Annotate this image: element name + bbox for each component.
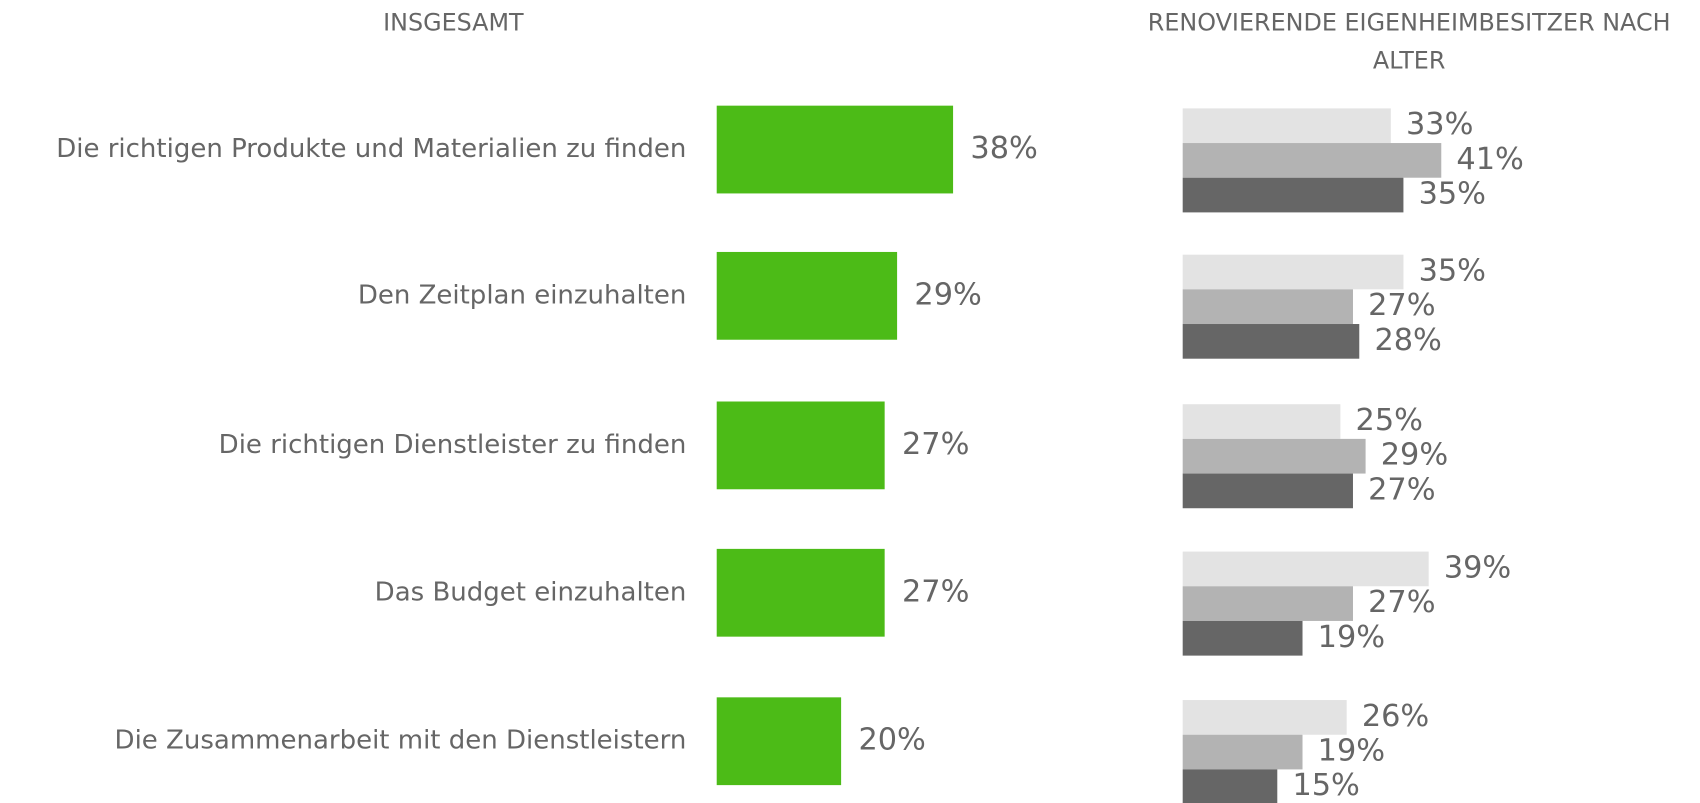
value-label: 38% [970, 131, 1037, 166]
value-label: 15% [1292, 768, 1359, 803]
bar [1182, 700, 1347, 735]
bar [1182, 177, 1404, 213]
bar [1182, 473, 1353, 509]
bar [1182, 324, 1360, 359]
value-label: 20% [858, 723, 925, 758]
value-label: 35% [1419, 254, 1486, 289]
value-label: 39% [1444, 550, 1511, 585]
bar [1182, 438, 1366, 474]
value-label: 41% [1456, 142, 1523, 177]
bar [1182, 551, 1429, 587]
value-label: 19% [1318, 734, 1385, 769]
bar [1182, 586, 1353, 621]
bar [1182, 143, 1442, 178]
value-label: 27% [1368, 585, 1435, 620]
bar [1182, 620, 1303, 656]
value-label: 19% [1318, 620, 1385, 655]
value-label: 26% [1362, 699, 1429, 734]
bar [716, 548, 885, 637]
category-label: Den Zeitplan einzuhalten [358, 280, 687, 310]
value-label: 29% [914, 277, 981, 312]
category-label: Das Budget einzuhalten [375, 577, 687, 607]
bar [716, 251, 898, 340]
bar [1182, 108, 1391, 144]
value-label: 25% [1356, 403, 1423, 438]
bar [1182, 254, 1404, 290]
value-label: 29% [1381, 438, 1448, 473]
category-label: Die richtigen Dienstleister zu finden [219, 430, 687, 460]
category-label: Die richtigen Produkte und Materialien z… [56, 134, 686, 164]
value-label: 35% [1419, 177, 1486, 212]
bar [1182, 289, 1353, 325]
bar [716, 697, 842, 786]
bar [716, 401, 885, 490]
value-label: 28% [1374, 323, 1441, 358]
value-label: 27% [902, 427, 969, 462]
bar [1182, 734, 1303, 770]
chart-title-box: RENOVIERENDE EIGENHEIMBESITZER NACH ALTE… [1147, 9, 1671, 75]
category-label: Die Zusammenarbeit mit den Dienstleister… [115, 726, 687, 756]
value-label: 27% [1368, 472, 1435, 507]
value-label: 27% [1368, 288, 1435, 323]
bar [1182, 769, 1278, 803]
chart-title: RENOVIERENDE EIGENHEIMBESITZER NACH ALTE… [1147, 9, 1671, 75]
bar [1182, 404, 1341, 439]
bar [716, 105, 954, 194]
value-label: 33% [1406, 107, 1473, 142]
value-label: 27% [902, 574, 969, 609]
chart-title: INSGESAMT [383, 8, 524, 36]
